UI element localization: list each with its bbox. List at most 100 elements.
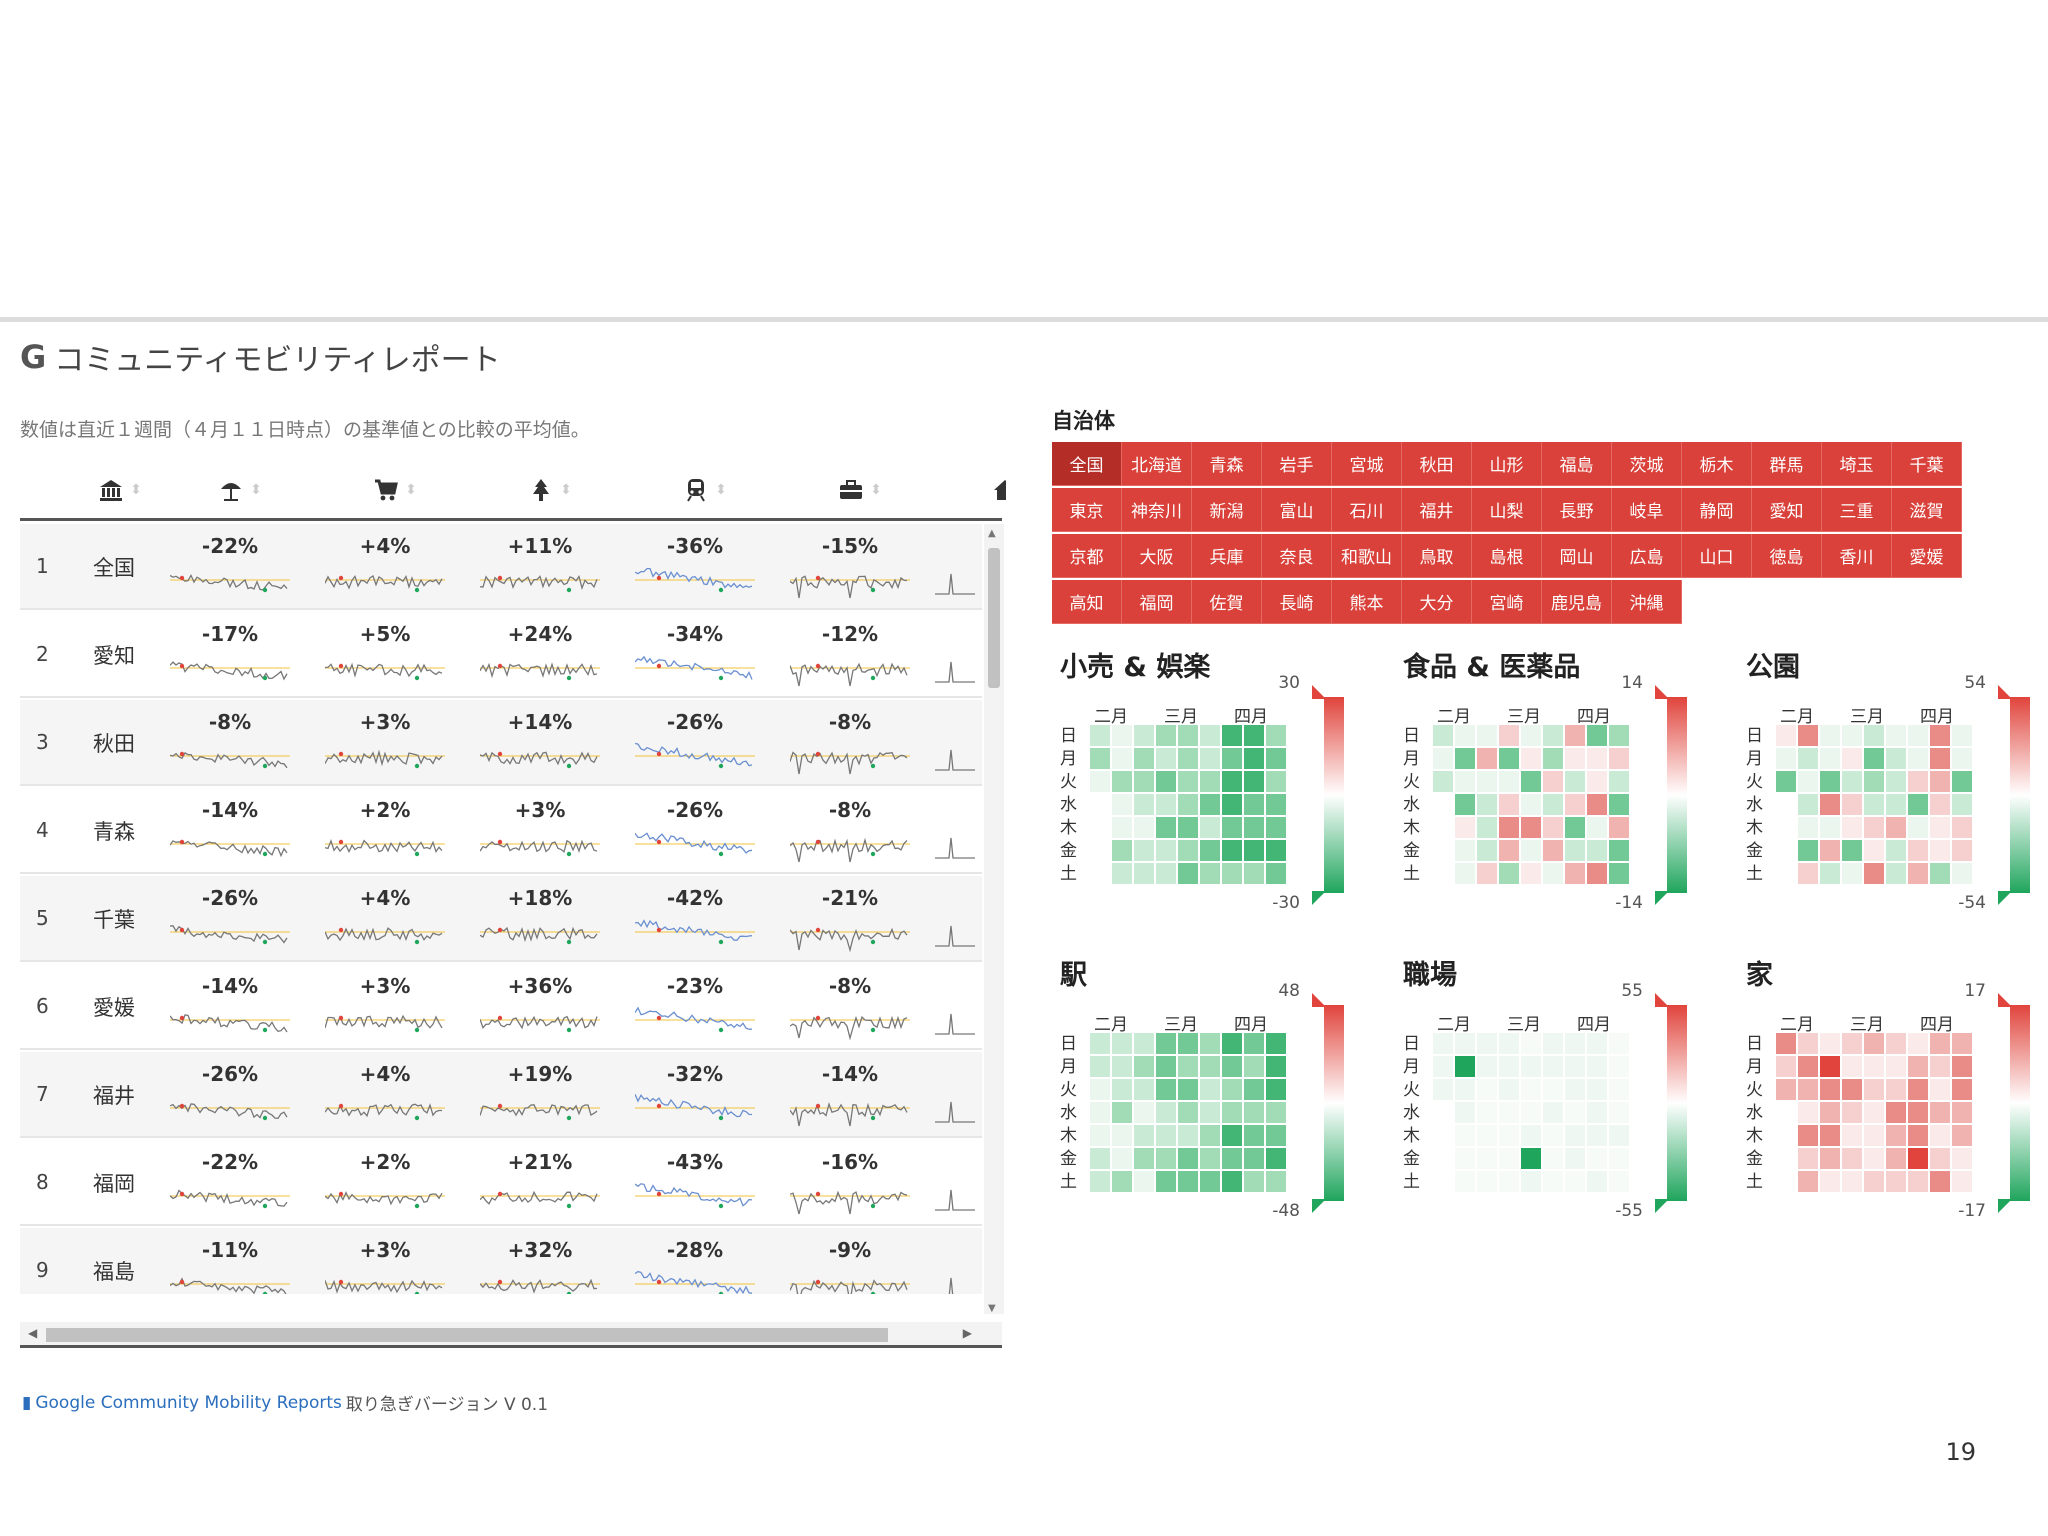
prefecture-button[interactable]: 大阪 [1122, 534, 1192, 578]
prefecture-button[interactable]: 北海道 [1122, 442, 1192, 486]
month-label: 二月 [1094, 707, 1128, 727]
trend-line [480, 574, 598, 591]
prefecture-button[interactable]: 佐賀 [1192, 580, 1262, 624]
prefecture-button[interactable]: 福井 [1402, 488, 1472, 532]
row-prefecture[interactable]: 愛媛 [93, 996, 135, 1020]
prefecture-button[interactable]: 島根 [1472, 534, 1542, 578]
row-prefecture[interactable]: 千葉 [93, 908, 135, 932]
prefecture-button[interactable]: 山形 [1472, 442, 1542, 486]
prefecture-button[interactable]: 京都 [1052, 534, 1122, 578]
prefecture-button[interactable]: 沖縄 [1612, 580, 1682, 624]
scroll-down-icon[interactable]: ▼ [988, 1303, 996, 1314]
scroll-left-icon[interactable]: ◀ [28, 1326, 38, 1340]
prefecture-button[interactable]: 岐阜 [1612, 488, 1682, 532]
row-prefecture[interactable]: 青森 [93, 820, 135, 844]
prefecture-button[interactable]: 栃木 [1682, 442, 1752, 486]
prefecture-button[interactable]: 広島 [1612, 534, 1682, 578]
vertical-scrollbar[interactable]: ▲ ▼ [984, 524, 1004, 1314]
prefecture-button[interactable]: 山口 [1682, 534, 1752, 578]
prefecture-button[interactable]: 兵庫 [1192, 534, 1262, 578]
mobility-cell: -22% [160, 530, 300, 606]
prefecture-button[interactable]: 全国 [1052, 442, 1122, 486]
prefecture-button[interactable]: 鹿児島 [1542, 580, 1612, 624]
prefecture-button[interactable]: 東京 [1052, 488, 1122, 532]
sparkline [170, 573, 290, 593]
prefecture-button[interactable]: 埼玉 [1822, 442, 1892, 486]
prefecture-button[interactable]: 群馬 [1752, 442, 1822, 486]
column-header-home[interactable] [975, 472, 1006, 508]
table-row[interactable]: 4 青森 -14% +2% +3% -26% -8% [20, 788, 982, 874]
prefecture-button[interactable]: 愛知 [1752, 488, 1822, 532]
prefecture-button[interactable]: 愛媛 [1892, 534, 1962, 578]
sort-icon[interactable]: ⬍ [560, 482, 572, 498]
sort-icon[interactable]: ⬍ [130, 482, 142, 498]
scroll-thumb-horizontal[interactable] [46, 1328, 888, 1342]
table-row[interactable]: 1 全国 -22% +4% +11% -36% -15% [20, 524, 982, 610]
prefecture-button[interactable]: 青森 [1192, 442, 1262, 486]
prefecture-button[interactable]: 滋賀 [1892, 488, 1962, 532]
prefecture-button[interactable]: 新潟 [1192, 488, 1262, 532]
sort-icon[interactable]: ⬍ [870, 482, 882, 498]
prefecture-button[interactable]: 福岡 [1122, 580, 1192, 624]
prefecture-button[interactable]: 岡山 [1542, 534, 1612, 578]
table-row[interactable]: 2 愛知 -17% +5% +24% -34% -12% [20, 612, 982, 698]
heatmap-cell [1565, 1079, 1585, 1100]
prefecture-button[interactable]: 香川 [1822, 534, 1892, 578]
table-row[interactable]: 8 福岡 -22% +2% +21% -43% -16% [20, 1140, 982, 1226]
sort-icon[interactable]: ⬍ [715, 482, 727, 498]
column-header-beach-umbrella[interactable]: ⬍ [210, 472, 270, 508]
prefecture-button[interactable]: 和歌山 [1332, 534, 1402, 578]
table-row[interactable]: 6 愛媛 -14% +3% +36% -23% -8% [20, 964, 982, 1050]
prefecture-button[interactable]: 千葉 [1892, 442, 1962, 486]
heatmap-cell [1134, 1171, 1154, 1192]
heatmap-cell [1433, 1079, 1453, 1100]
source-link[interactable]: Google Community Mobility Reports [35, 1392, 342, 1413]
table-body[interactable]: 1 全国 -22% +4% +11% -36% -15% 2 愛知 -17% +5% +24% -34%… [20, 524, 982, 1294]
column-header-shopping-cart[interactable]: ⬍ [365, 472, 425, 508]
prefecture-button[interactable]: 宮城 [1332, 442, 1402, 486]
column-header-briefcase[interactable]: ⬍ [830, 472, 890, 508]
prefecture-button[interactable]: 熊本 [1332, 580, 1402, 624]
row-prefecture[interactable]: 愛知 [93, 644, 135, 668]
prefecture-button[interactable]: 宮崎 [1472, 580, 1542, 624]
day-label: 金 [1746, 1149, 1763, 1169]
prefecture-button[interactable]: 鳥取 [1402, 534, 1472, 578]
row-prefecture[interactable]: 福岡 [93, 1172, 135, 1196]
prefecture-button[interactable]: 福島 [1542, 442, 1612, 486]
prefecture-button[interactable]: 石川 [1332, 488, 1402, 532]
mobility-cell: +32% [470, 1234, 610, 1294]
prefecture-button[interactable]: 岩手 [1262, 442, 1332, 486]
prefecture-button[interactable]: 長崎 [1262, 580, 1332, 624]
prefecture-button[interactable]: 静岡 [1682, 488, 1752, 532]
row-prefecture[interactable]: 秋田 [93, 732, 135, 756]
column-header-train[interactable]: ⬍ [675, 472, 735, 508]
table-row[interactable]: 5 千葉 -26% +4% +18% -42% -21% [20, 876, 982, 962]
sort-icon[interactable]: ⬍ [405, 482, 417, 498]
row-prefecture[interactable]: 全国 [93, 556, 135, 580]
scroll-right-icon[interactable]: ▶ [962, 1326, 972, 1340]
column-header-government-building[interactable]: ⬍ [90, 472, 150, 508]
prefecture-button[interactable]: 秋田 [1402, 442, 1472, 486]
scroll-up-icon[interactable]: ▲ [988, 528, 996, 539]
prefecture-button[interactable]: 富山 [1262, 488, 1332, 532]
prefecture-button[interactable]: 徳島 [1752, 534, 1822, 578]
table-row[interactable]: 7 福井 -26% +4% +19% -32% -14% [20, 1052, 982, 1138]
table-row[interactable]: 3 秋田 -8% +3% +14% -26% -8% [20, 700, 982, 786]
prefecture-button[interactable]: 神奈川 [1122, 488, 1192, 532]
horizontal-scrollbar[interactable]: ◀ ▶ [20, 1322, 1002, 1348]
sort-icon[interactable]: ⬍ [250, 482, 262, 498]
prefecture-button[interactable]: 茨城 [1612, 442, 1682, 486]
table-row[interactable]: 9 福島 -11% +3% +32% -28% -9% [20, 1228, 982, 1294]
sparkline [635, 655, 755, 681]
prefecture-button[interactable]: 高知 [1052, 580, 1122, 624]
column-header-park-tree[interactable]: ⬍ [520, 472, 580, 508]
prefecture-button[interactable]: 奈良 [1262, 534, 1332, 578]
prefecture-button[interactable]: 大分 [1402, 580, 1472, 624]
scroll-thumb[interactable] [988, 548, 1000, 688]
row-prefecture[interactable]: 福島 [93, 1260, 135, 1284]
row-prefecture[interactable]: 福井 [93, 1084, 135, 1108]
prefecture-button[interactable]: 三重 [1822, 488, 1892, 532]
prefecture-button[interactable]: 長野 [1542, 488, 1612, 532]
row-rank: 7 [36, 1082, 49, 1106]
prefecture-button[interactable]: 山梨 [1472, 488, 1542, 532]
